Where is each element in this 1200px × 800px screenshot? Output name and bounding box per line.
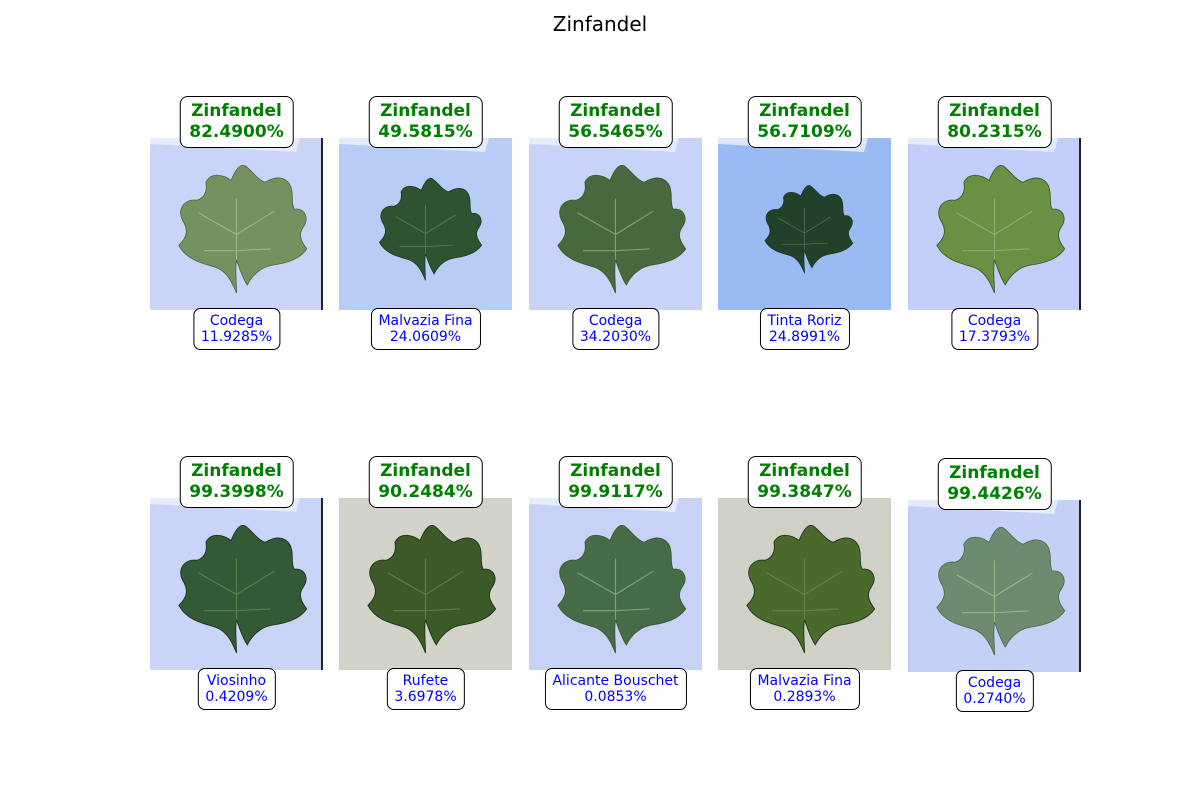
runner-up-label-box: Tinta Roriz 24.8991%: [759, 308, 850, 350]
runner-up-class: Codega: [967, 313, 1022, 329]
predicted-label-box: Zinfandel 90.2484%: [368, 456, 483, 508]
predicted-label-box: Zinfandel 82.4900%: [179, 96, 294, 148]
runner-up-label-box: Alicante Bouschet 0.0853%: [544, 668, 687, 710]
runner-up-class: Viosinho: [206, 673, 267, 689]
runner-up-confidence: 0.2893%: [773, 689, 836, 705]
runner-up-class: Malvazia Fina: [378, 313, 473, 329]
runner-up-confidence: 34.2030%: [579, 329, 652, 345]
predicted-confidence: 80.2315%: [947, 122, 1042, 142]
leaf-image: [150, 138, 323, 310]
leaf-image: [718, 498, 891, 670]
runner-up-label-box: Malvazia Fina 24.0609%: [370, 308, 481, 350]
predicted-class: Zinfandel: [759, 461, 850, 481]
leaf-image: [339, 138, 512, 310]
predicted-label-box: Zinfandel 99.3847%: [747, 456, 862, 508]
runner-up-label-box: Codega 0.2740%: [955, 670, 1034, 712]
predicted-class: Zinfandel: [570, 461, 661, 481]
runner-up-confidence: 0.0853%: [584, 689, 647, 705]
leaf-image: [150, 498, 323, 670]
predicted-class: Zinfandel: [759, 101, 850, 121]
predicted-confidence: 56.7109%: [757, 122, 852, 142]
runner-up-confidence: 3.6978%: [394, 689, 457, 705]
runner-up-class: Codega: [209, 313, 264, 329]
runner-up-confidence: 17.3793%: [958, 329, 1031, 345]
predicted-label-box: Zinfandel 49.5815%: [368, 96, 483, 148]
predicted-label-box: Zinfandel 99.4426%: [937, 458, 1052, 510]
predicted-label-box: Zinfandel 99.3998%: [179, 456, 294, 508]
predicted-confidence: 99.3847%: [757, 482, 852, 502]
predicted-confidence: 99.3998%: [189, 482, 284, 502]
predicted-label-box: Zinfandel 56.7109%: [747, 96, 862, 148]
predicted-confidence: 99.4426%: [947, 484, 1042, 504]
runner-up-confidence: 11.9285%: [200, 329, 273, 345]
runner-up-label-box: Malvazia Fina 0.2893%: [749, 668, 860, 710]
predicted-class: Zinfandel: [949, 101, 1040, 121]
predicted-confidence: 49.5815%: [378, 122, 473, 142]
runner-up-label-box: Codega 17.3793%: [950, 308, 1039, 350]
runner-up-class: Tinta Roriz: [767, 313, 842, 329]
runner-up-label-box: Viosinho 0.4209%: [197, 668, 276, 710]
runner-up-confidence: 24.0609%: [389, 329, 462, 345]
leaf-image: [908, 500, 1081, 672]
predicted-confidence: 82.4900%: [189, 122, 284, 142]
figure-title: Zinfandel: [552, 12, 648, 36]
runner-up-label-box: Codega 34.2030%: [571, 308, 660, 350]
predicted-class: Zinfandel: [191, 101, 282, 121]
predicted-label-box: Zinfandel 80.2315%: [937, 96, 1052, 148]
leaf-image: [339, 498, 512, 670]
runner-up-class: Codega: [588, 313, 643, 329]
leaf-image: [718, 138, 891, 310]
predicted-class: Zinfandel: [380, 101, 471, 121]
runner-up-confidence: 24.8991%: [768, 329, 841, 345]
leaf-image: [529, 498, 702, 670]
runner-up-label-box: Rufete 3.6978%: [386, 668, 465, 710]
runner-up-class: Alicante Bouschet: [552, 673, 679, 689]
predicted-class: Zinfandel: [380, 461, 471, 481]
predicted-class: Zinfandel: [949, 463, 1040, 483]
predicted-label-box: Zinfandel 56.5465%: [558, 96, 673, 148]
predicted-confidence: 90.2484%: [378, 482, 473, 502]
predicted-class: Zinfandel: [191, 461, 282, 481]
runner-up-confidence: 0.2740%: [963, 691, 1026, 707]
predicted-class: Zinfandel: [570, 101, 661, 121]
runner-up-class: Malvazia Fina: [757, 673, 852, 689]
leaf-image: [529, 138, 702, 310]
runner-up-class: Codega: [967, 675, 1022, 691]
predicted-confidence: 99.9117%: [568, 482, 663, 502]
leaf-image: [908, 138, 1081, 310]
runner-up-confidence: 0.4209%: [205, 689, 268, 705]
predicted-label-box: Zinfandel 99.9117%: [558, 456, 673, 508]
runner-up-label-box: Codega 11.9285%: [192, 308, 281, 350]
predicted-confidence: 56.5465%: [568, 122, 663, 142]
runner-up-class: Rufete: [402, 673, 449, 689]
